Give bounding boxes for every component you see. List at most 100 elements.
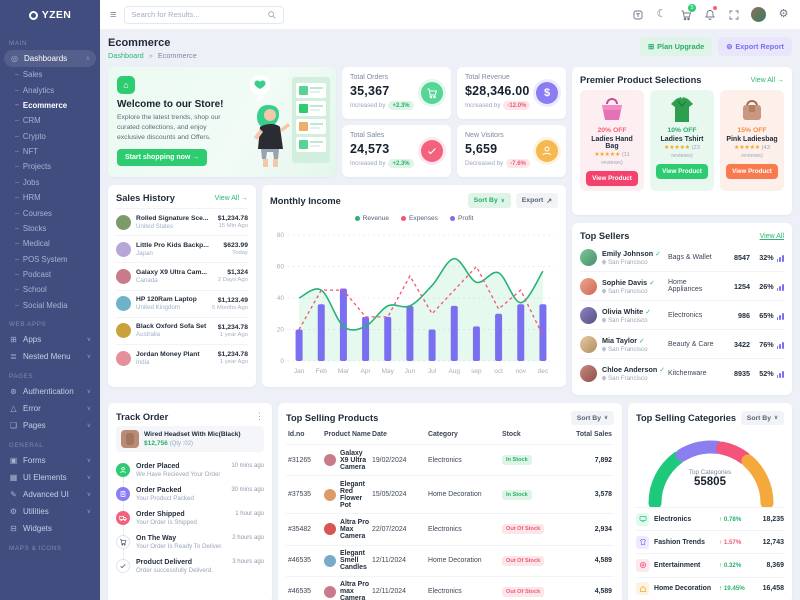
sidebar-item-medical[interactable]: – Medical (15, 239, 50, 249)
user-avatar[interactable] (751, 7, 766, 22)
handbag-image (584, 95, 640, 125)
sidebar-item-dashboards[interactable]: ◎ Dashboards ∧ (4, 50, 96, 67)
stock-badge: Out Of Stock (502, 524, 545, 535)
sidebar-item-widgets[interactable]: ⊟ Widgets (10, 524, 52, 533)
sidebar-item-hrm[interactable]: – HRM (15, 193, 41, 203)
sidebar-item-pos-system[interactable]: – POS System (15, 254, 68, 264)
sidebar-item-advanced-ui[interactable]: ✎ Advanced UI ∨ (10, 490, 91, 499)
sales-history-row[interactable]: Rolled Signature Sce... United States $1,… (116, 208, 248, 235)
sidebar-item-school[interactable]: – School (15, 285, 47, 295)
sidebar-item-pages[interactable]: ❏ Pages ∨ (9, 421, 91, 430)
sidebar-item-podcast[interactable]: – Podcast (15, 270, 52, 280)
chevron-down-icon: ∨ (773, 415, 778, 421)
menu-icon[interactable]: ≡ (110, 8, 117, 21)
sales-history-row[interactable]: Galaxy X9 Ultra Cam... Canada $1,324 2 Day… (116, 262, 248, 289)
sidebar-item-analytics[interactable]: – Analytics (15, 85, 55, 95)
search-input[interactable] (131, 10, 262, 19)
verified-icon: ✓ (639, 335, 646, 345)
categories-sort-by-button[interactable]: Sort By ∨ (740, 411, 784, 425)
sales-history-row[interactable]: Jordan Money Plant India $1,234.78 1 year … (116, 343, 248, 371)
income-sort-by-button[interactable]: Sort By ∨ (467, 193, 511, 208)
product-thumb (116, 214, 131, 230)
profit-legend-dot (449, 216, 455, 221)
sidebar-item-error[interactable]: △ Error ∨ (10, 404, 91, 413)
fullscreen-icon[interactable] (727, 8, 740, 21)
sidebar-item-apps[interactable]: ⊞ Apps ∨ (10, 335, 91, 344)
top-sellers-view-all[interactable]: View All (759, 232, 784, 240)
sales-history-row[interactable]: Black Oxford Sofa Set Australia $1,234.78… (116, 316, 248, 344)
sidebar-item-courses[interactable]: – Courses (15, 208, 52, 218)
stock-badge: Out Of Stock (502, 586, 545, 597)
sidebar-item-forms[interactable]: ▣ Forms ∨ (9, 456, 91, 465)
entertainment-camera-icon (636, 558, 649, 572)
categories-gauge-chart[interactable] (636, 427, 784, 507)
sidebar-item-crypto[interactable]: – Crypto (15, 131, 46, 141)
sidebar-item-ui-elements[interactable]: ▦ UI Elements ∨ (9, 473, 91, 482)
sidebar-item-authentication[interactable]: ⊛ Authentication ∨ (10, 387, 91, 396)
breadcrumb-current: Ecommerce (157, 51, 197, 60)
plan-upgrade-button[interactable]: ⊞ Plan Upgrade (640, 37, 713, 56)
income-export-button[interactable]: Export ↗ (515, 193, 558, 208)
sales-history-row[interactable]: Little Pro Kids Backp... Japan $623.99 Tod… (116, 235, 248, 262)
sales-history-row[interactable]: HP 120Ram Laptop United Kingdom $1,123.49… (116, 289, 248, 317)
premier-view-all[interactable]: View All → (750, 76, 784, 84)
seller-row[interactable]: Sophie Davis ✓ San Francisco Home Applia… (580, 271, 784, 300)
product-thumb (324, 488, 336, 501)
monthly-income-card: Monthly Income Sort By ∨ Export ↗ Revenue … (262, 185, 566, 387)
verified-icon: ✓ (655, 248, 662, 258)
stat-new-visitors: New Visitors 5,659 Decreased by -7.6% (457, 125, 566, 177)
order-step: Order Shipped Your Order Is Shipped 1 hou… (116, 506, 264, 536)
view-product-button[interactable]: View Product (586, 171, 638, 187)
category-row[interactable]: Home Decoration ↑ 19.45% 16,458 (636, 576, 784, 600)
stock-badge: In Stock (502, 489, 532, 500)
on-the-way-icon (116, 534, 130, 549)
table-row[interactable]: #35482 Altra Pro Max Camera 22/07/2024 E… (286, 513, 614, 544)
category-row[interactable]: Entertainment ↑ 0.32% 8,369 (636, 553, 784, 576)
product-card: 20% OFF Ladies Hand Bag ★★★★★ (11 review… (580, 90, 644, 192)
settings-icon[interactable]: ⚙ (778, 8, 789, 20)
sidebar-item-utilities[interactable]: ⚙ Utilities ∨ (9, 507, 91, 516)
sidebar-item-projects[interactable]: – Projects (15, 162, 52, 172)
cart-icon[interactable]: 5 (679, 4, 696, 21)
brand[interactable]: YZEN (0, 0, 100, 30)
language-icon[interactable] (631, 8, 644, 21)
category-row[interactable]: Electronics ↑ 0.78% 18,235 (636, 507, 784, 530)
svg-text:oct: oct (494, 368, 503, 375)
sidebar-item-jobs[interactable]: – Jobs (15, 177, 40, 187)
start-shopping-button[interactable]: Start shopping now → (117, 148, 208, 166)
sidebar-item-ecommerce[interactable]: – Ecommerce (15, 100, 68, 110)
search-box[interactable] (124, 5, 285, 24)
sales-history-view-all[interactable]: View All → (214, 194, 248, 202)
location-pin-icon (601, 317, 607, 323)
view-product-button[interactable]: View Product (726, 164, 778, 180)
category-row[interactable]: Fashion Trends ↑ 1.57% 12,743 (636, 530, 784, 553)
seller-row[interactable]: Chloe Anderson ✓ San Francisco Kitchenwa… (580, 358, 784, 387)
ui-elements-icon: ▦ (9, 473, 18, 482)
chevron-down-icon: ∨ (86, 337, 91, 343)
sidebar-item-nft[interactable]: – NFT (15, 147, 39, 157)
sidebar-item-social-media[interactable]: – Social Media (15, 300, 68, 310)
table-row[interactable]: #37535 Elegant Red Flower Pot 15/05/2024… (286, 475, 614, 513)
seller-row[interactable]: Mia Taylor ✓ San Francisco Beauty & Care… (580, 329, 784, 358)
nav-section-webapps: WEB APPS (9, 321, 47, 328)
sidebar-item-sales[interactable]: – Sales (15, 70, 43, 80)
products-sort-by-button[interactable]: Sort By ∨ (570, 411, 614, 425)
view-product-button[interactable]: View Product (656, 164, 708, 180)
table-row[interactable]: #46535 Elegant Smell Candles 12/11/2024 … (286, 544, 614, 576)
svg-text:0: 0 (280, 358, 284, 365)
apps-icon: ⊞ (10, 335, 17, 344)
sidebar-item-crm[interactable]: – CRM (15, 116, 41, 126)
notifications-icon[interactable] (703, 6, 717, 21)
pages-icon: ❏ (9, 421, 18, 430)
monthly-income-chart[interactable]: 0 20 40 60 80 Jan Feb Mar Apr May Jun Jul Aug sep oct n… (270, 227, 558, 377)
export-report-button[interactable]: ⊚ Export Report (718, 37, 792, 56)
breadcrumb-dashboard[interactable]: Dashboard (108, 51, 144, 60)
table-row[interactable]: #31265 Galaxy X9 Ultra Camera 19/02/2024… (286, 444, 614, 475)
seller-row[interactable]: Emily Johnson ✓ San Francisco Bags & Wal… (580, 243, 784, 271)
seller-row[interactable]: Olivia White ✓ San Francisco Electronics… (580, 300, 784, 329)
table-row[interactable]: #46535 Altra Pro max Camera 12/11/2024 E… (286, 575, 614, 600)
sidebar-item-stocks[interactable]: – Stocks (15, 223, 47, 233)
more-options-icon[interactable]: ⋮ (255, 411, 264, 421)
sidebar-item-nested-menu[interactable]: ≣ Nested Menu ∨ (10, 352, 91, 361)
dark-mode-icon[interactable]: ☾ (656, 8, 667, 20)
